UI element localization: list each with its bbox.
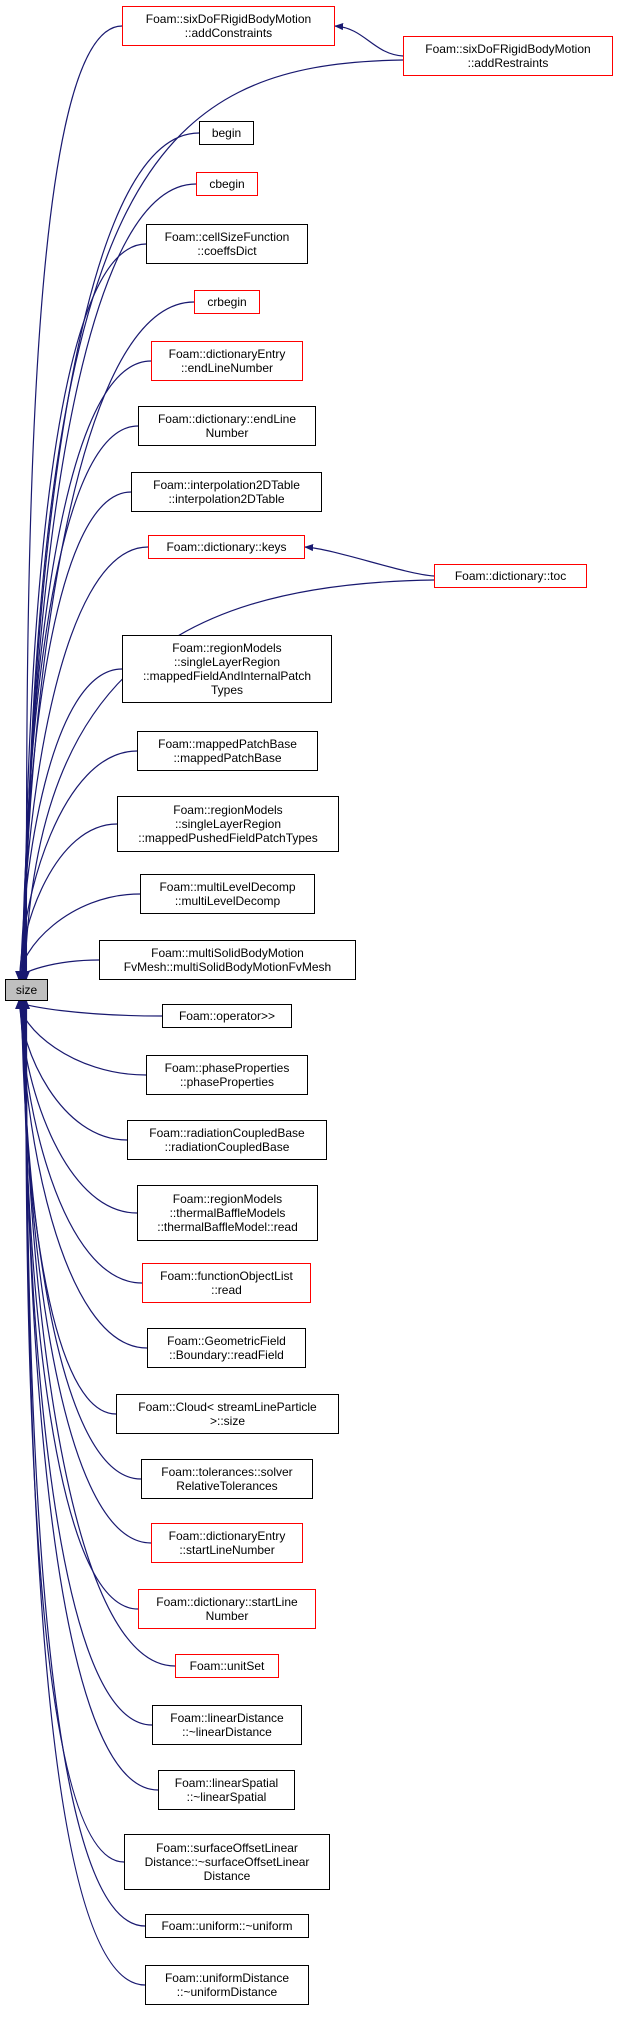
node-surfaceOffset[interactable]: Foam::surfaceOffsetLinear Distance::~sur… — [124, 1834, 330, 1890]
edge-mappedFieldTypes-to-size — [17, 668, 123, 980]
edge-readField-to-size — [17, 1000, 148, 1349]
node-phaseProps[interactable]: Foam::phaseProperties ::phaseProperties — [146, 1055, 308, 1095]
node-dictEntryEndLine[interactable]: Foam::dictionaryEntry ::endLineNumber — [151, 341, 303, 381]
node-funcObjList[interactable]: Foam::functionObjectList ::read — [142, 1263, 311, 1303]
edge-dictEntryStartLine-to-size — [19, 1000, 152, 1544]
node-mappedPatchBase[interactable]: Foam::mappedPatchBase ::mappedPatchBase — [137, 731, 318, 771]
node-mappedPushed[interactable]: Foam::regionModels ::singleLayerRegion :… — [117, 796, 339, 852]
node-dictStartLine[interactable]: Foam::dictionary::startLine Number — [138, 1589, 316, 1629]
edge-uniformDistance-to-size — [22, 1000, 146, 1986]
node-cbegin[interactable]: cbegin — [196, 172, 258, 196]
node-readField[interactable]: Foam::GeometricField ::Boundary::readFie… — [147, 1328, 306, 1368]
node-crbegin[interactable]: crbegin — [194, 290, 260, 314]
edge-addConstraints-to-size — [22, 25, 123, 980]
edge-surfaceOffset-to-size — [22, 1000, 125, 1863]
node-addConstraints[interactable]: Foam::sixDoFRigidBodyMotion ::addConstra… — [122, 6, 335, 46]
edge-operatorRR-to-size — [15, 1000, 163, 1017]
node-multiLevel[interactable]: Foam::multiLevelDecomp ::multiLevelDecom… — [140, 874, 315, 914]
node-radCoupled[interactable]: Foam::radiationCoupledBase ::radiationCo… — [127, 1120, 327, 1160]
edge-thermalBaffle-to-size — [16, 1000, 138, 1214]
edge-mappedPatchBase-to-size — [16, 750, 138, 980]
edge-linearDistance-to-size — [20, 1000, 153, 1726]
node-cloudSize[interactable]: Foam::Cloud< streamLineParticle >::size — [116, 1394, 339, 1434]
edge-radCoupled-to-size — [16, 1000, 128, 1141]
edge-phaseProps-to-size — [15, 1000, 147, 1076]
node-uniform[interactable]: Foam::uniform::~uniform — [145, 1914, 309, 1938]
node-mappedFieldTypes[interactable]: Foam::regionModels ::singleLayerRegion :… — [122, 635, 332, 703]
edge-mappedPushed-to-size — [16, 823, 118, 980]
node-solverRel[interactable]: Foam::tolerances::solver RelativeToleran… — [141, 1459, 313, 1499]
node-addRestraints[interactable]: Foam::sixDoFRigidBodyMotion ::addRestrai… — [403, 36, 613, 76]
node-operatorRR[interactable]: Foam::operator>> — [162, 1004, 292, 1028]
node-dictEndLine[interactable]: Foam::dictionary::endLine Number — [138, 406, 316, 446]
node-linearDistance[interactable]: Foam::linearDistance ::~linearDistance — [152, 1705, 302, 1745]
edge-toc-to-keys — [304, 543, 435, 577]
node-size[interactable]: size — [5, 979, 48, 1001]
node-begin[interactable]: begin — [199, 121, 254, 145]
node-unitSet[interactable]: Foam::unitSet — [175, 1654, 279, 1678]
node-coeffsDict[interactable]: Foam::cellSizeFunction ::coeffsDict — [146, 224, 308, 264]
node-interp2D[interactable]: Foam::interpolation2DTable ::interpolati… — [131, 472, 322, 512]
edge-multiSolid-to-size — [15, 959, 100, 980]
edge-interp2D-to-size — [18, 491, 132, 980]
node-multiSolid[interactable]: Foam::multiSolidBodyMotion FvMesh::multi… — [99, 940, 356, 980]
edge-multiLevel-to-size — [15, 893, 141, 980]
edge-addRestraints-to-size — [21, 59, 404, 980]
node-keys[interactable]: Foam::dictionary::keys — [148, 535, 305, 559]
node-thermalBaffle[interactable]: Foam::regionModels ::thermalBaffleModels… — [137, 1185, 318, 1241]
node-toc[interactable]: Foam::dictionary::toc — [434, 564, 587, 588]
edge-addRestraints-to-addConstraints — [334, 22, 404, 57]
node-dictEntryStartLine[interactable]: Foam::dictionaryEntry ::startLineNumber — [151, 1523, 303, 1563]
node-uniformDistance[interactable]: Foam::uniformDistance ::~uniformDistance — [145, 1965, 309, 2005]
node-linearSpatial[interactable]: Foam::linearSpatial ::~linearSpatial — [158, 1770, 295, 1810]
